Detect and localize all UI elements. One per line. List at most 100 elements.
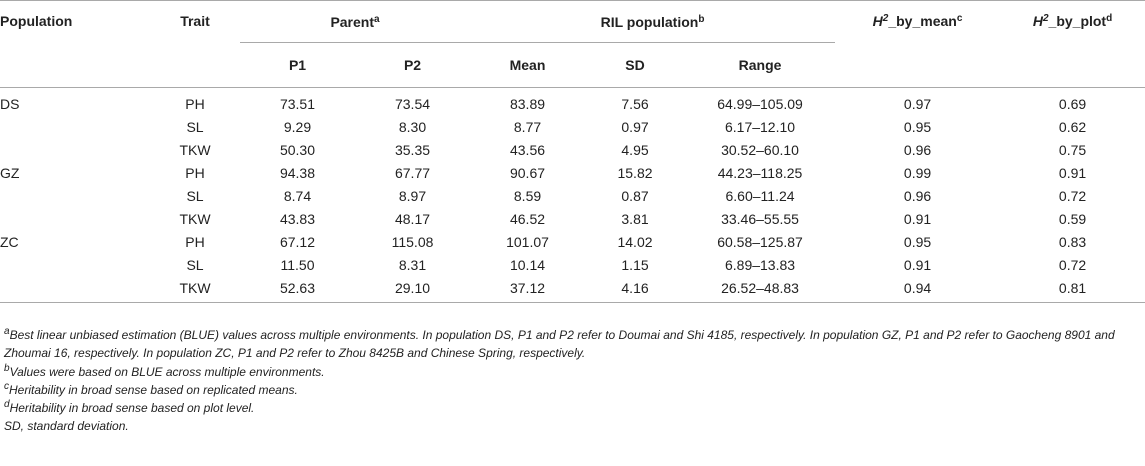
cell-p1: 11.50	[280, 256, 315, 273]
cell-h2-mean: 0.97	[903, 95, 932, 112]
footnote-mark: a	[4, 326, 10, 337]
cell-mean: 101.07	[506, 233, 549, 250]
table-body: DS PH 73.51 73.54 83.89 7.56 64.99–105.09 0.97 0…	[0, 88, 1145, 303]
cell-h2-plot: 0.91	[1058, 164, 1087, 181]
cell-trait: SL	[186, 118, 204, 135]
header-h2-by-plot: H2_by_plotd	[1032, 13, 1113, 29]
table-row: GZ PH 94.38 67.77 90.67 15.82 44.23–118.25 0.99…	[0, 161, 1145, 184]
cell-h2-plot: 0.72	[1058, 187, 1087, 204]
footnote: cHeritability in broad sense based on re…	[4, 381, 1142, 399]
cell-population	[0, 184, 150, 207]
cell-p1: 94.38	[279, 164, 316, 181]
cell-p2: 29.10	[394, 279, 431, 296]
cell-p1: 50.30	[279, 141, 316, 158]
table-row: DS PH 73.51 73.54 83.89 7.56 64.99–105.09 0.97 0…	[0, 88, 1145, 116]
table-row: ZC PH 67.12 115.08 101.07 14.02 60.58–125.87 0.…	[0, 230, 1145, 253]
cell-trait: PH	[185, 95, 205, 112]
cell-sd: 3.81	[621, 210, 649, 227]
cell-population: ZC	[0, 233, 19, 250]
cell-mean: 43.56	[509, 141, 546, 158]
cell-population	[0, 207, 150, 230]
table-row: TKW 52.63 29.10 37.12 4.16 26.52–48.83 0.94 0.8…	[0, 276, 1145, 303]
footnote-mark: d	[4, 399, 10, 411]
cell-h2-mean: 0.99	[903, 164, 932, 181]
cell-mean: 8.59	[513, 187, 542, 204]
footnote-text: Values were based on BLUE across multipl…	[9, 364, 325, 379]
cell-p2: 48.17	[394, 210, 431, 227]
table-row: SL 11.50 8.31 10.14 1.15 6.89–13.83 0.91 0.72	[0, 253, 1145, 276]
cell-sd: 14.02	[617, 233, 653, 250]
table-row: TKW 50.30 35.35 43.56 4.95 30.52–60.10 0.96 0.7…	[0, 138, 1145, 161]
cell-trait: TKW	[179, 279, 211, 296]
footnote-text: Heritability in broad sense based on plo…	[9, 401, 255, 416]
cell-h2-mean: 0.95	[903, 118, 932, 135]
cell-h2-mean: 0.94	[903, 279, 932, 296]
cell-range: 60.58–125.87	[717, 233, 803, 250]
cell-h2-mean: 0.91	[903, 256, 932, 273]
cell-range: 33.46–55.55	[721, 210, 799, 227]
cell-h2-plot: 0.59	[1058, 210, 1087, 227]
cell-sd: 1.15	[621, 256, 649, 273]
cell-trait: TKW	[179, 141, 211, 158]
table-row: SL 9.29 8.30 8.77 0.97 6.17–12.10 0.95 0.62	[0, 115, 1145, 138]
cell-p1: 52.63	[279, 279, 316, 296]
cell-population	[0, 276, 150, 303]
cell-range: 44.23–118.25	[717, 164, 803, 181]
cell-range: 6.60–11.24	[725, 187, 795, 204]
cell-range: 6.89–13.83	[724, 256, 796, 273]
header-h2-by-mean: H2_by_meanc	[872, 13, 963, 29]
footnote-text: SD, standard deviation.	[4, 419, 129, 434]
header-p2: P2	[403, 57, 422, 73]
cell-population	[0, 253, 150, 276]
cell-h2-plot: 0.69	[1058, 95, 1087, 112]
table-row: SL 8.74 8.97 8.59 0.87 6.60–11.24 0.96 0.72	[0, 184, 1145, 207]
cell-sd: 15.82	[617, 164, 653, 181]
cell-range: 26.52–48.83	[721, 279, 799, 296]
cell-population: GZ	[0, 164, 20, 181]
cell-population	[0, 115, 150, 138]
cell-mean: 83.89	[509, 95, 546, 112]
cell-sd: 7.56	[621, 95, 649, 112]
cell-h2-plot: 0.75	[1058, 141, 1087, 158]
cell-p2: 73.54	[394, 95, 431, 112]
footnote-mark: b	[4, 362, 10, 374]
cell-mean: 46.52	[509, 210, 546, 227]
cell-mean: 90.67	[509, 164, 546, 181]
cell-h2-mean: 0.96	[903, 141, 932, 158]
cell-h2-plot: 0.62	[1058, 118, 1087, 135]
header-range: Range	[738, 57, 782, 73]
table-row: TKW 43.83 48.17 46.52 3.81 33.46–55.55 0.91 0.5…	[0, 207, 1145, 230]
cell-p1: 73.51	[279, 95, 316, 112]
cell-h2-plot: 0.81	[1058, 279, 1087, 296]
header-sd: SD	[625, 57, 645, 73]
cell-h2-plot: 0.83	[1058, 233, 1087, 250]
cell-p1: 67.12	[279, 233, 316, 250]
cell-mean: 10.14	[509, 256, 546, 273]
cell-p1: 9.29	[283, 118, 312, 135]
cell-p1: 43.83	[279, 210, 316, 227]
header-parent: Parenta	[240, 0, 471, 43]
cell-sd: 0.97	[621, 118, 649, 135]
cell-p2: 67.77	[394, 164, 431, 181]
cell-trait: SL	[186, 187, 204, 204]
footnote: dHeritability in broad sense based on pl…	[4, 399, 1142, 417]
cell-p2: 8.97	[398, 187, 427, 204]
cell-h2-mean: 0.91	[903, 210, 932, 227]
cell-range: 6.17–12.10	[724, 118, 796, 135]
cell-trait: TKW	[179, 210, 211, 227]
cell-h2-mean: 0.95	[903, 233, 932, 250]
cell-sd: 0.87	[621, 187, 649, 204]
footnote-text: Heritability in broad sense based on rep…	[9, 382, 298, 397]
cell-mean: 8.77	[513, 118, 542, 135]
footnote: bValues were based on BLUE across multip…	[4, 363, 1142, 381]
footnote: aBest linear unbiased estimation (BLUE) …	[4, 326, 1142, 363]
cell-trait: PH	[185, 164, 205, 181]
header-mean: Mean	[509, 57, 546, 73]
footnote: SD, standard deviation.	[4, 417, 1142, 435]
data-table: Population Trait Parenta RIL populationb…	[0, 0, 1145, 303]
cell-population: DS	[0, 95, 20, 112]
cell-population	[0, 138, 150, 161]
cell-range: 30.52–60.10	[721, 141, 799, 158]
cell-sd: 4.95	[621, 141, 649, 158]
cell-h2-mean: 0.96	[903, 187, 932, 204]
